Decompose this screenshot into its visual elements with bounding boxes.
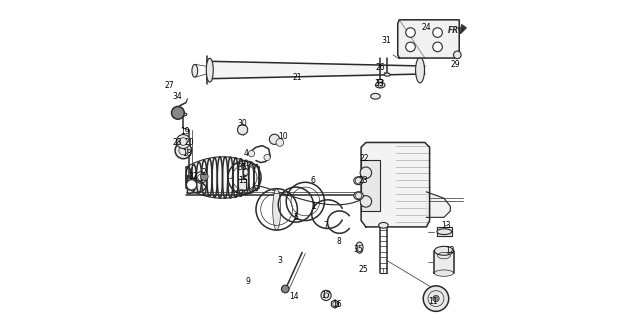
Text: 16: 16: [332, 300, 342, 309]
Text: 15: 15: [239, 176, 248, 185]
Text: 30: 30: [238, 119, 248, 128]
Text: 3: 3: [277, 256, 282, 265]
Circle shape: [406, 28, 415, 37]
Circle shape: [360, 167, 372, 179]
Circle shape: [177, 134, 191, 148]
Polygon shape: [437, 227, 451, 236]
Circle shape: [433, 42, 442, 52]
Circle shape: [282, 285, 289, 293]
Text: 5: 5: [293, 213, 298, 222]
Circle shape: [453, 51, 461, 59]
Text: 23: 23: [359, 176, 368, 185]
Circle shape: [360, 196, 372, 207]
Text: 19: 19: [180, 127, 190, 136]
Text: 4: 4: [244, 149, 249, 158]
Text: 14: 14: [289, 292, 299, 301]
Ellipse shape: [192, 64, 197, 77]
Text: 7: 7: [323, 221, 329, 230]
Text: 13: 13: [441, 221, 450, 230]
Ellipse shape: [434, 270, 453, 276]
Text: 12: 12: [446, 246, 455, 255]
Polygon shape: [434, 251, 453, 273]
Text: 9: 9: [246, 276, 251, 285]
Polygon shape: [461, 25, 467, 33]
Circle shape: [201, 173, 208, 180]
Ellipse shape: [206, 58, 213, 82]
Bar: [239, 179, 246, 190]
Text: 18: 18: [182, 149, 192, 158]
Ellipse shape: [273, 189, 280, 230]
Circle shape: [175, 142, 192, 159]
Polygon shape: [398, 20, 459, 58]
Ellipse shape: [180, 113, 187, 116]
Circle shape: [406, 42, 415, 52]
Polygon shape: [332, 300, 339, 308]
Text: 17: 17: [321, 291, 331, 300]
Text: 22: 22: [360, 154, 369, 163]
Circle shape: [276, 139, 284, 146]
Ellipse shape: [371, 93, 380, 99]
Polygon shape: [187, 176, 206, 194]
Circle shape: [248, 150, 254, 157]
Text: FR.: FR.: [448, 27, 461, 36]
Text: 24: 24: [422, 23, 431, 32]
Text: 35: 35: [354, 245, 363, 254]
Ellipse shape: [377, 79, 383, 83]
Circle shape: [270, 134, 280, 144]
Circle shape: [172, 107, 184, 119]
Text: 28: 28: [173, 138, 182, 147]
Text: 20: 20: [184, 138, 194, 147]
Text: 34: 34: [172, 92, 182, 101]
Ellipse shape: [379, 222, 388, 228]
Ellipse shape: [356, 242, 363, 253]
Text: 6: 6: [311, 176, 316, 185]
Ellipse shape: [375, 82, 385, 88]
Circle shape: [321, 290, 331, 300]
Circle shape: [433, 295, 439, 302]
Text: 29: 29: [450, 60, 460, 69]
Text: 11: 11: [428, 297, 437, 306]
Text: 31: 31: [381, 36, 391, 45]
Ellipse shape: [434, 246, 453, 255]
Text: 26: 26: [375, 63, 385, 72]
Text: 33: 33: [375, 79, 384, 88]
Circle shape: [237, 124, 248, 135]
Ellipse shape: [384, 73, 390, 76]
Text: 21: 21: [292, 73, 302, 82]
Text: 27: 27: [165, 81, 174, 90]
Ellipse shape: [354, 177, 363, 185]
Ellipse shape: [354, 192, 363, 200]
Text: 8: 8: [336, 237, 341, 246]
Circle shape: [423, 286, 449, 311]
Text: 10: 10: [279, 132, 288, 140]
Circle shape: [433, 28, 442, 37]
Circle shape: [187, 180, 197, 190]
Text: 32: 32: [188, 172, 197, 181]
Text: 1: 1: [311, 202, 316, 211]
Polygon shape: [427, 192, 450, 217]
Bar: [361, 160, 380, 211]
Text: 2: 2: [202, 168, 207, 177]
Circle shape: [264, 154, 270, 161]
Ellipse shape: [416, 57, 425, 83]
Ellipse shape: [357, 244, 362, 251]
Text: 35: 35: [238, 164, 248, 172]
Ellipse shape: [437, 229, 451, 235]
Polygon shape: [361, 142, 430, 227]
Ellipse shape: [243, 169, 248, 176]
Text: 25: 25: [359, 265, 368, 275]
